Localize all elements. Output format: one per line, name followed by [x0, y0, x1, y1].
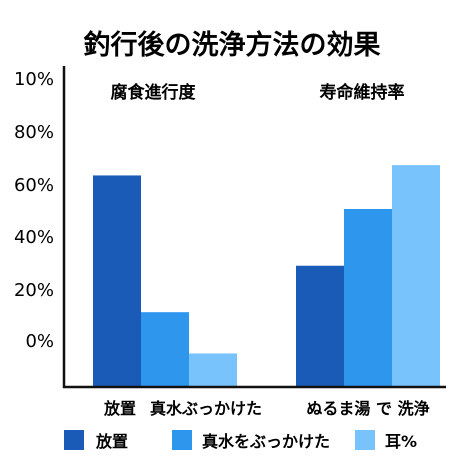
legend-swatch-water-splash — [172, 430, 192, 450]
chart-title: 釣行後の洗浄方法の効果 — [84, 29, 381, 61]
bar-lifespan-leave — [296, 265, 344, 387]
legend-label-leave: 放置 — [95, 432, 128, 451]
legend-label-third: 耳% — [385, 432, 417, 451]
category-label-water-splash: 真水ぶっかけた — [150, 399, 262, 418]
bar-lifespan-water-splash — [344, 208, 392, 387]
y-tick-label: 40% — [14, 227, 54, 248]
category-label-warm-wash: ぬるま湯 で 洗浄 — [306, 399, 429, 418]
y-tick-label: 20% — [14, 280, 54, 301]
group-label-lifespan: 寿命維持率 — [320, 82, 405, 103]
group-label-corrosion: 腐食進行度 — [111, 82, 197, 103]
y-tick-label: 10% — [14, 69, 54, 90]
legend-label-water-splash: 真水をぶっかけた — [202, 432, 330, 451]
bar-corrosion-leave — [93, 175, 141, 387]
legend-swatch-leave — [64, 430, 84, 450]
y-tick-label: 80% — [14, 122, 54, 143]
category-label-leave: 放置 — [103, 399, 136, 418]
bar-lifespan-warm-wash — [392, 165, 440, 387]
bar-corrosion-water-splash — [141, 312, 189, 387]
bar-corrosion-third — [189, 353, 237, 387]
y-tick-label: 0% — [25, 331, 54, 352]
legend-swatch-third — [355, 430, 375, 450]
y-tick-label: 60% — [14, 175, 54, 196]
